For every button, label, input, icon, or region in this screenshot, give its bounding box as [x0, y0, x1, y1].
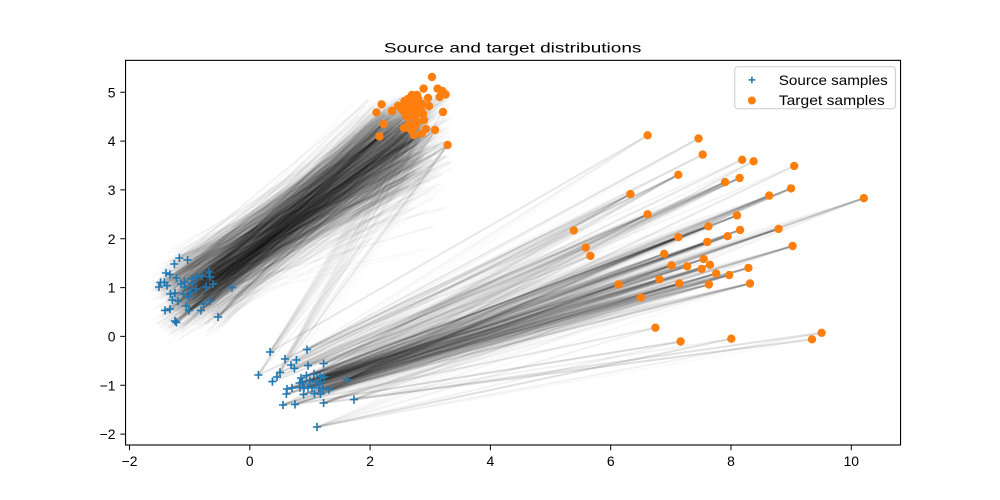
- svg-text:10: 10: [844, 453, 860, 469]
- svg-text:−1: −1: [100, 377, 116, 393]
- svg-text:3: 3: [108, 182, 116, 198]
- svg-text:1: 1: [108, 280, 116, 296]
- svg-text:Target samples: Target samples: [779, 92, 885, 108]
- svg-text:−2: −2: [100, 426, 116, 442]
- svg-text:−2: −2: [122, 453, 138, 469]
- svg-text:4: 4: [108, 133, 116, 149]
- svg-text:2: 2: [108, 231, 116, 247]
- svg-text:8: 8: [727, 453, 735, 469]
- svg-text:0: 0: [246, 453, 254, 469]
- svg-text:Source and target distribution: Source and target distributions: [384, 39, 642, 55]
- svg-text:6: 6: [607, 453, 615, 469]
- svg-text:2: 2: [366, 453, 374, 469]
- svg-text:5: 5: [108, 84, 116, 100]
- svg-text:Source samples: Source samples: [779, 72, 888, 88]
- svg-text:0: 0: [108, 329, 116, 345]
- svg-text:4: 4: [487, 453, 495, 469]
